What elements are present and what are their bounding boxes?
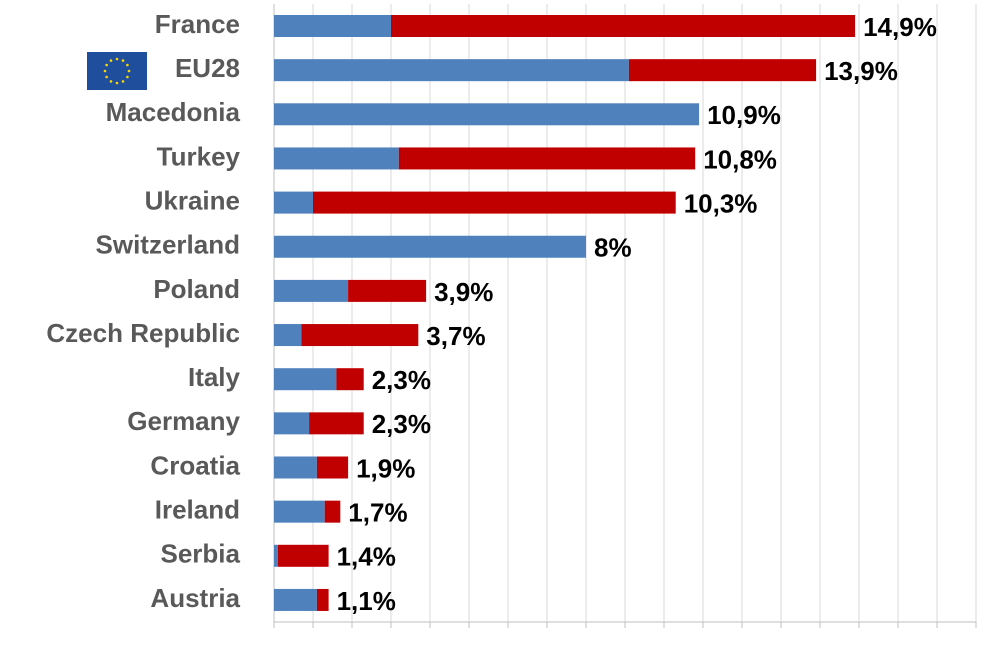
total-label: 3,9% (434, 277, 493, 307)
bar-segment (316, 456, 349, 479)
category-label: Germany (127, 406, 240, 436)
bar-segment (274, 279, 349, 302)
bar-segment (274, 147, 399, 170)
bar-segment (274, 324, 302, 347)
category-label: Croatia (150, 450, 240, 480)
eu-flag (87, 52, 147, 90)
bar-segment (316, 588, 329, 611)
total-label: 10,8% (703, 144, 777, 174)
bar-segment (274, 544, 278, 567)
bar-segment (309, 412, 364, 435)
category-label: Poland (153, 274, 240, 304)
category-label: Czech Republic (46, 318, 240, 348)
bar-segment (348, 279, 427, 302)
category-label: France (155, 9, 240, 39)
bar-segment (398, 147, 696, 170)
total-label: 14,9% (863, 12, 937, 42)
total-label: 1,4% (337, 542, 396, 572)
category-label: Ireland (155, 495, 240, 525)
bar-segment (274, 412, 310, 435)
category-label: Austria (150, 583, 240, 613)
total-label: 10,3% (684, 188, 758, 218)
total-label: 13,9% (824, 56, 898, 86)
bar-segment (391, 15, 856, 37)
category-label: Italy (188, 362, 241, 392)
bar-segment (274, 59, 629, 82)
bar-segment (301, 324, 419, 347)
bar-segment (277, 544, 329, 567)
bar-segment (274, 235, 586, 258)
bar-segment (336, 368, 364, 391)
bar-segment (274, 15, 391, 37)
category-label: Macedonia (106, 97, 241, 127)
bar-segment (324, 500, 341, 523)
total-label: 2,3% (372, 365, 431, 395)
total-label: 1,1% (337, 586, 396, 616)
bar-segment (274, 588, 317, 611)
bar-segment (274, 103, 700, 126)
total-label: 3,7% (426, 321, 485, 351)
bar-segment (313, 191, 676, 214)
bar-segment (274, 368, 337, 391)
bar-segment (274, 456, 317, 479)
total-label: 2,3% (372, 409, 431, 439)
bar-segment (274, 191, 313, 214)
category-label: EU28 (175, 53, 240, 83)
bar-segment (628, 59, 817, 82)
total-label: 8% (594, 233, 632, 263)
category-label: Switzerland (96, 230, 240, 260)
total-label: 1,7% (348, 498, 407, 528)
total-label: 10,9% (707, 100, 781, 130)
category-label: Serbia (161, 539, 241, 569)
category-label: Turkey (157, 141, 241, 171)
category-label: Ukraine (145, 185, 240, 215)
total-label: 1,9% (356, 453, 415, 483)
bar-segment (274, 500, 325, 523)
